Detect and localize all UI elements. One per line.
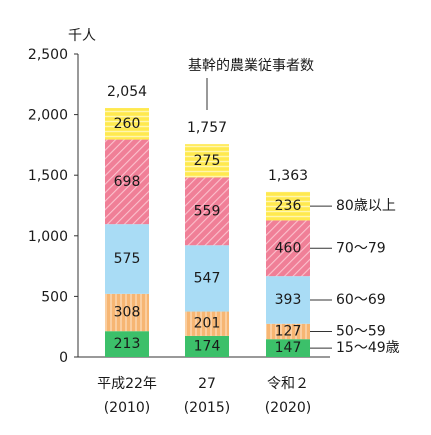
bar-segment <box>266 220 310 277</box>
category-year-label: (2020) <box>265 400 312 416</box>
label-layer: 213 308 575 698 260 2,054 平成22年 (2010) 174 201 547… <box>97 57 400 416</box>
bar-segment <box>105 293 149 332</box>
bar-segment <box>105 108 149 140</box>
bar-value-label: 393 <box>275 292 302 308</box>
bar-value-label: 236 <box>275 198 302 214</box>
bar-value-label: 275 <box>194 153 221 169</box>
y-tick-label: 1,500 <box>28 168 68 184</box>
bar-total-label: 2,054 <box>107 84 147 100</box>
series-legend-label: 15〜49歳 <box>336 340 400 356</box>
bar-segment <box>185 144 229 178</box>
category-label: 令和２ <box>267 376 309 392</box>
y-tick-label: 2,500 <box>28 47 68 63</box>
bar-segment <box>266 323 310 340</box>
bar-segment <box>105 139 149 225</box>
bar-value-label: 174 <box>194 338 221 354</box>
y-tick-label: 500 <box>41 289 68 305</box>
category-year-label: (2010) <box>104 400 151 416</box>
bar-segment <box>185 177 229 246</box>
bar-segment <box>185 335 229 357</box>
bar-value-label: 559 <box>194 203 221 219</box>
category-label: 平成22年 <box>97 376 157 392</box>
bar-segment <box>266 276 310 324</box>
bar-total-label: 1,757 <box>187 120 227 136</box>
bar-value-label: 127 <box>275 323 302 339</box>
y-tick-label: 1,000 <box>28 229 68 245</box>
series-legend-label: 70〜79 <box>336 240 386 256</box>
y-unit-label: 千人 <box>68 28 96 44</box>
bar-value-label: 547 <box>194 270 221 286</box>
bar-value-label: 260 <box>114 116 141 132</box>
bar-value-label: 575 <box>114 251 141 267</box>
bar-segment <box>105 224 149 294</box>
bar-value-label: 201 <box>194 316 221 332</box>
category-label: 27 <box>198 376 216 392</box>
bar-layer <box>105 108 310 357</box>
bar-segment <box>266 191 310 221</box>
bar-value-label: 460 <box>275 240 302 256</box>
bar-segment <box>266 339 310 357</box>
bar-segment <box>105 331 149 357</box>
bar-segment <box>185 245 229 312</box>
series-legend-label: 50〜59 <box>336 323 386 339</box>
bar-segment <box>185 311 229 336</box>
bar-value-label: 147 <box>275 340 302 356</box>
bar-value-label: 308 <box>114 305 141 321</box>
category-year-label: (2015) <box>184 400 231 416</box>
bar-value-label: 213 <box>114 336 141 352</box>
totals-annotation: 基幹的農業従事者数 <box>188 57 314 74</box>
bar-value-label: 698 <box>114 174 141 190</box>
y-tick-label: 0 <box>59 350 68 366</box>
series-legend-label: 60〜69 <box>336 292 386 308</box>
y-tick-label: 2,000 <box>28 108 68 124</box>
series-legend-label: 80歳以上 <box>336 198 396 214</box>
bar-total-label: 1,363 <box>268 168 308 184</box>
